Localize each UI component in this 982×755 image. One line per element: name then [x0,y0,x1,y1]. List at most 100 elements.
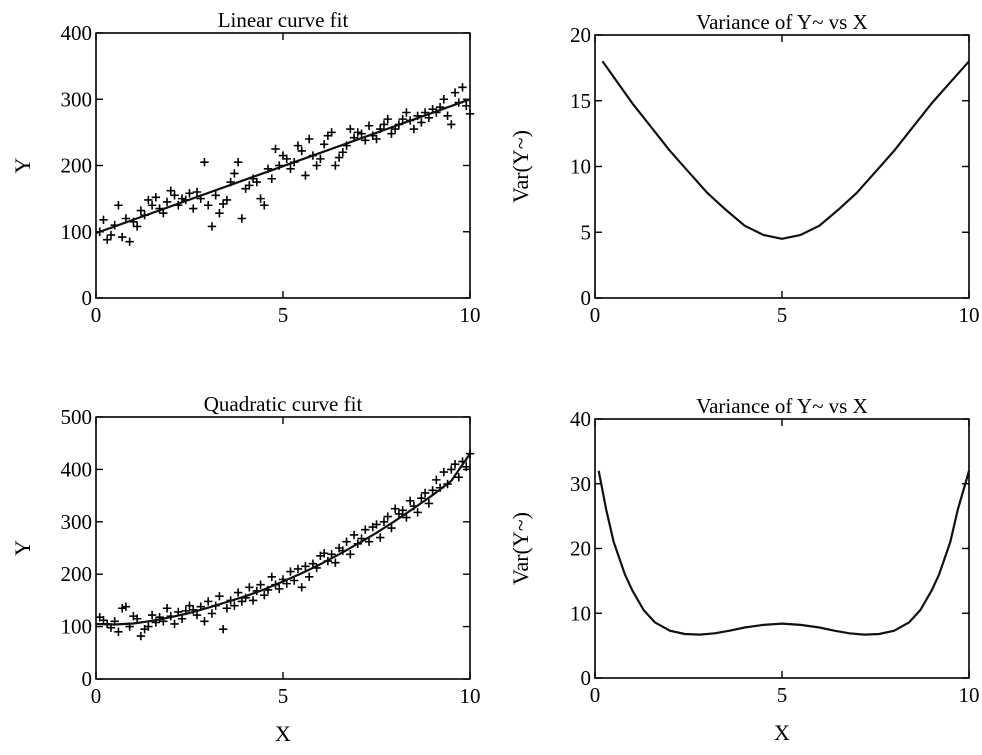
data-point [233,157,243,167]
chart-title: Variance of Y~ vs X [696,10,868,34]
y-tick-label: 0 [581,666,592,690]
y-tick-label: 500 [61,405,93,429]
x-tick-label: 0 [590,303,601,327]
data-point [301,562,310,571]
data-point [361,525,370,534]
x-tick-label: 10 [959,303,980,327]
data-point [222,195,232,205]
y-tick-label: 20 [570,537,591,561]
data-point [204,597,213,606]
data-point [132,222,142,231]
y-tick-label: 15 [570,89,591,113]
data-point [447,120,456,129]
x-axis-label: X [774,720,790,745]
x-tick-label: 5 [278,684,289,708]
panel-quadratic-fit: Quadratic curve fit Y X 0 5 10010020030040… [10,392,481,746]
y-tick-label: 5 [581,220,592,244]
data-point [117,232,127,242]
data-point [286,567,295,576]
y-tick-label: 100 [61,615,93,639]
data-point [316,154,325,164]
chart-title: Linear curve fit [218,8,349,32]
y-tick-label: 400 [61,21,93,45]
data-point [275,584,284,594]
panel-variance-bottom: Variance of Y~ vs X Var(Y~) X 0 5 10 0 10 20 3… [508,394,980,745]
y-tick-label: 300 [61,87,93,111]
y-tick-label: 0 [82,286,93,310]
data-point [132,614,142,623]
data-point [248,596,258,605]
scatter-points [95,449,475,641]
y-tick-label: 0 [581,286,592,310]
data-point [166,186,175,195]
data-point [245,583,254,592]
data-point [200,617,209,626]
data-point [450,88,460,97]
data-point [387,523,396,533]
x-tick-label: 10 [460,303,481,327]
data-point [417,118,426,127]
y-axis-label: Var(Y~) [508,512,533,585]
y-tick-label: 300 [61,510,93,534]
y-axis-label: Y [10,540,35,556]
data-point [413,508,422,517]
y-tick-label: 40 [570,407,591,431]
x-tick-label: 0 [590,683,601,707]
x-tick-label: 10 [460,684,481,708]
y-tick-label: 200 [61,562,93,586]
data-point [260,590,269,600]
data-point [297,583,306,592]
y-tick-label: 10 [570,601,591,625]
fit-curve [597,470,971,636]
data-point [383,114,392,124]
data-point [394,509,404,519]
plot-frame [594,418,970,679]
y-axis-label: Var(Y~) [508,130,533,203]
data-point [192,187,202,197]
data-point [443,111,452,121]
y-tick-label: 200 [61,154,93,178]
data-point [424,499,434,508]
data-point [233,588,243,597]
data-point [144,622,153,631]
data-point [136,631,146,641]
data-point [218,625,228,634]
data-point [338,148,348,157]
y-axis-label: Y [10,157,35,173]
fit-curve [95,98,471,235]
data-point [312,161,321,170]
data-point [391,504,400,513]
data-point [125,237,134,246]
data-point [267,174,276,183]
data-point [346,124,355,134]
x-tick-label: 5 [278,303,289,327]
data-point [417,494,426,503]
data-point [465,449,475,458]
data-point [211,191,220,200]
data-point [304,572,314,582]
data-point [121,602,131,611]
data-point [252,177,262,187]
plot-frame [95,416,471,680]
x-axis-label: X [275,721,291,746]
y-tick-label: 20 [570,23,591,47]
data-point [308,559,318,568]
data-point [462,462,471,471]
data-point [162,197,172,207]
data-point [170,619,179,629]
data-point [432,475,441,485]
data-point [222,604,232,613]
data-point [462,101,471,111]
data-point [439,467,449,477]
data-point [136,206,146,215]
data-point [147,201,157,210]
y-tick-label: 10 [570,155,591,179]
data-point [364,537,374,546]
data-point [304,134,314,144]
data-point [465,109,475,119]
data-point [215,592,224,601]
y-tick-label: 400 [61,457,93,481]
data-point [458,83,467,92]
data-point [286,164,295,174]
data-point [237,214,247,223]
